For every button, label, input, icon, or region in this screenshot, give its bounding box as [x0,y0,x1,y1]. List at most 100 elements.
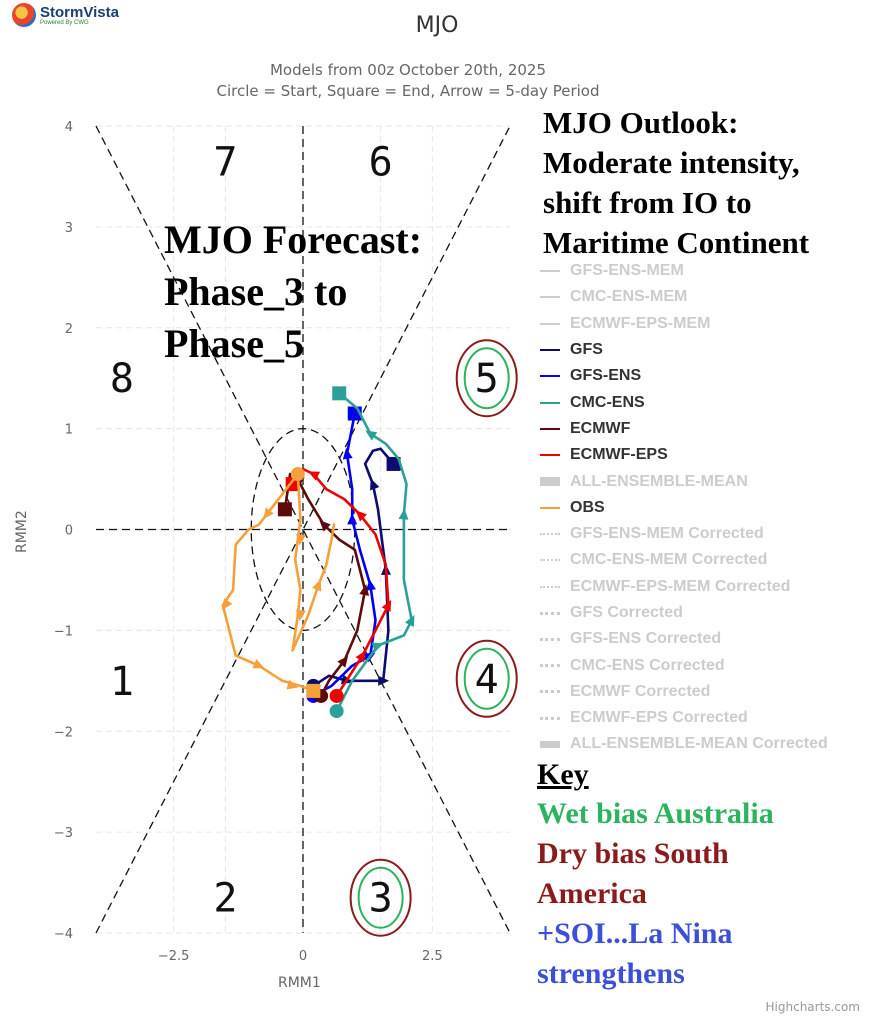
legend-item-ecmwf[interactable]: ECMWF [540,416,828,442]
bias-key: Key Wet bias Australia Dry bias South Amer… [537,756,774,994]
legend-label: GFS-ENS-MEM Corrected [570,525,764,543]
legend-swatch [540,502,560,514]
legend-label: CMC-ENS [570,393,645,411]
outlook-line-1: MJO Outlook: [543,105,739,140]
phase-4-outer-ring [455,639,518,718]
legend-item-gfs-corrected[interactable]: GFS Corrected [540,600,828,626]
y-tick-label: −1 [54,624,73,639]
y-tick-label: 3 [65,221,73,236]
legend-item-gfs-ens[interactable]: GFS-ENS [540,363,828,389]
key-line-2: Dry bias South [537,837,729,870]
legend-item-ecmwf-eps-mem[interactable]: ECMWF-EPS-MEM [540,311,828,337]
legend-item-all-ensemble-mean[interactable]: ALL-ENSEMBLE-MEAN [540,468,828,494]
legend-swatch [540,686,560,698]
legend-item-ecmwf-eps-mem-corrected[interactable]: ECMWF-EPS-MEM Corrected [540,574,828,600]
legend-label: ALL-ENSEMBLE-MEAN Corrected [570,735,828,753]
legend-item-ecmwf-eps-corrected[interactable]: ECMWF-EPS Corrected [540,705,828,731]
y-tick-label: 4 [65,120,73,135]
direction-arrow [252,659,265,669]
phase-boundary-diagonal [95,125,511,934]
legend-item-obs[interactable]: OBS [540,495,828,521]
legend-item-gfs-ens-mem[interactable]: GFS-ENS-MEM [540,258,828,284]
legend-item-ecmwf-corrected[interactable]: ECMWF Corrected [540,679,828,705]
phase-3-outer-ring [349,858,412,937]
direction-arrow [312,579,322,592]
legend-swatch [540,476,560,488]
key-line-1: Wet bias Australia [537,797,774,830]
outlook-line-4: Maritime Continent [543,225,810,260]
legend-item-gfs-ens-mem-corrected[interactable]: GFS-ENS-MEM Corrected [540,521,828,547]
x-tick-label: −2.5 [158,949,190,964]
legend-item-cmc-ens-corrected[interactable]: CMC-ENS Corrected [540,652,828,678]
chart-subtitle-line-2: Circle = Start, Square = End, Arrow = 5-… [216,82,600,100]
legend-label: GFS Corrected [570,604,683,621]
legend-item-all-ensemble-mean-corrected[interactable]: ALL-ENSEMBLE-MEAN Corrected [540,731,828,757]
end-square-marker [306,683,321,698]
key-line-3: America [537,877,647,910]
forecast-annotation: MJO Forecast: Phase_3 to Phase_5 [164,214,422,370]
legend-item-gfs[interactable]: GFS [540,337,828,363]
legend-label: ECMWF [570,419,631,437]
legend-label: CMC-ENS-MEM Corrected [570,551,768,569]
phase-boundary-diagonal [95,125,511,934]
direction-arrow [355,650,366,663]
direction-arrow [286,679,299,690]
legend-label: ECMWF-EPS [570,446,668,464]
x-axis-title: RMM1 [278,975,321,991]
chart-title: MJO [415,13,459,38]
direction-arrow [342,447,353,460]
legend-label: ALL-ENSEMBLE-MEAN [570,472,748,490]
y-tick-label: −3 [54,826,73,841]
legend-swatch [540,712,560,724]
phase-label-1: 1 [110,659,134,705]
legend-swatch [540,449,560,461]
direction-arrow [347,513,358,525]
legend-swatch [540,607,560,619]
direction-arrow [355,510,367,522]
direction-arrow [222,598,233,611]
stormvista-logo[interactable]: StormVista Powered By CWG [12,2,119,28]
phase-label-7: 7 [213,139,237,185]
key-line-4: +SOI...La Nina [537,917,733,950]
direction-arrow [337,655,349,668]
key-line-5: strengthens [537,957,685,990]
legend-swatch [540,660,560,672]
legend-swatch [540,397,560,409]
forecast-line-2: Phase_3 to [164,269,348,314]
y-tick-label: 1 [65,423,73,438]
logo-tagline: Powered By CWG [40,19,89,26]
logo-brand: StormVista [40,3,119,21]
legend-swatch [540,528,560,540]
direction-arrow [365,430,378,441]
direction-arrow [381,599,392,612]
legend-label: GFS [570,341,603,359]
legend-swatch [540,265,560,277]
legend-label: GFS-ENS Corrected [570,630,722,648]
legend-swatch [540,554,560,566]
legend-item-gfs-ens-corrected[interactable]: GFS-ENS Corrected [540,626,828,652]
legend-swatch [540,581,560,593]
direction-arrow [319,520,331,532]
legend-swatch [540,318,560,330]
legend-item-cmc-ens-mem[interactable]: CMC-ENS-MEM [540,284,828,310]
legend-item-cmc-ens[interactable]: CMC-ENS [540,389,828,415]
direction-arrow [296,534,306,546]
series-line [221,472,315,693]
x-tick-label: 0 [299,949,307,964]
series-cmc-ens [329,386,415,719]
direction-arrow [398,508,409,520]
series-ecmwf-eps [285,467,392,703]
outlook-line-2: Moderate intensity, [543,145,800,180]
legend-label: ECMWF-EPS Corrected [570,709,748,727]
highcharts-credits[interactable]: Highcharts.com [765,1000,860,1014]
legend-item-cmc-ens-mem-corrected[interactable]: CMC-ENS-MEM Corrected [540,547,828,573]
legend-item-ecmwf-eps[interactable]: ECMWF-EPS [540,442,828,468]
legend-label: CMC-ENS Corrected [570,656,725,674]
legend-label: ECMWF-EPS-MEM Corrected [570,577,791,595]
direction-arrow [404,614,415,628]
phase-5-outer-ring [455,339,518,418]
key-title: Key [537,758,589,791]
legend-label: CMC-ENS-MEM [570,288,688,306]
outlook-annotation: MJO Outlook: Moderate intensity, shift f… [543,103,809,263]
